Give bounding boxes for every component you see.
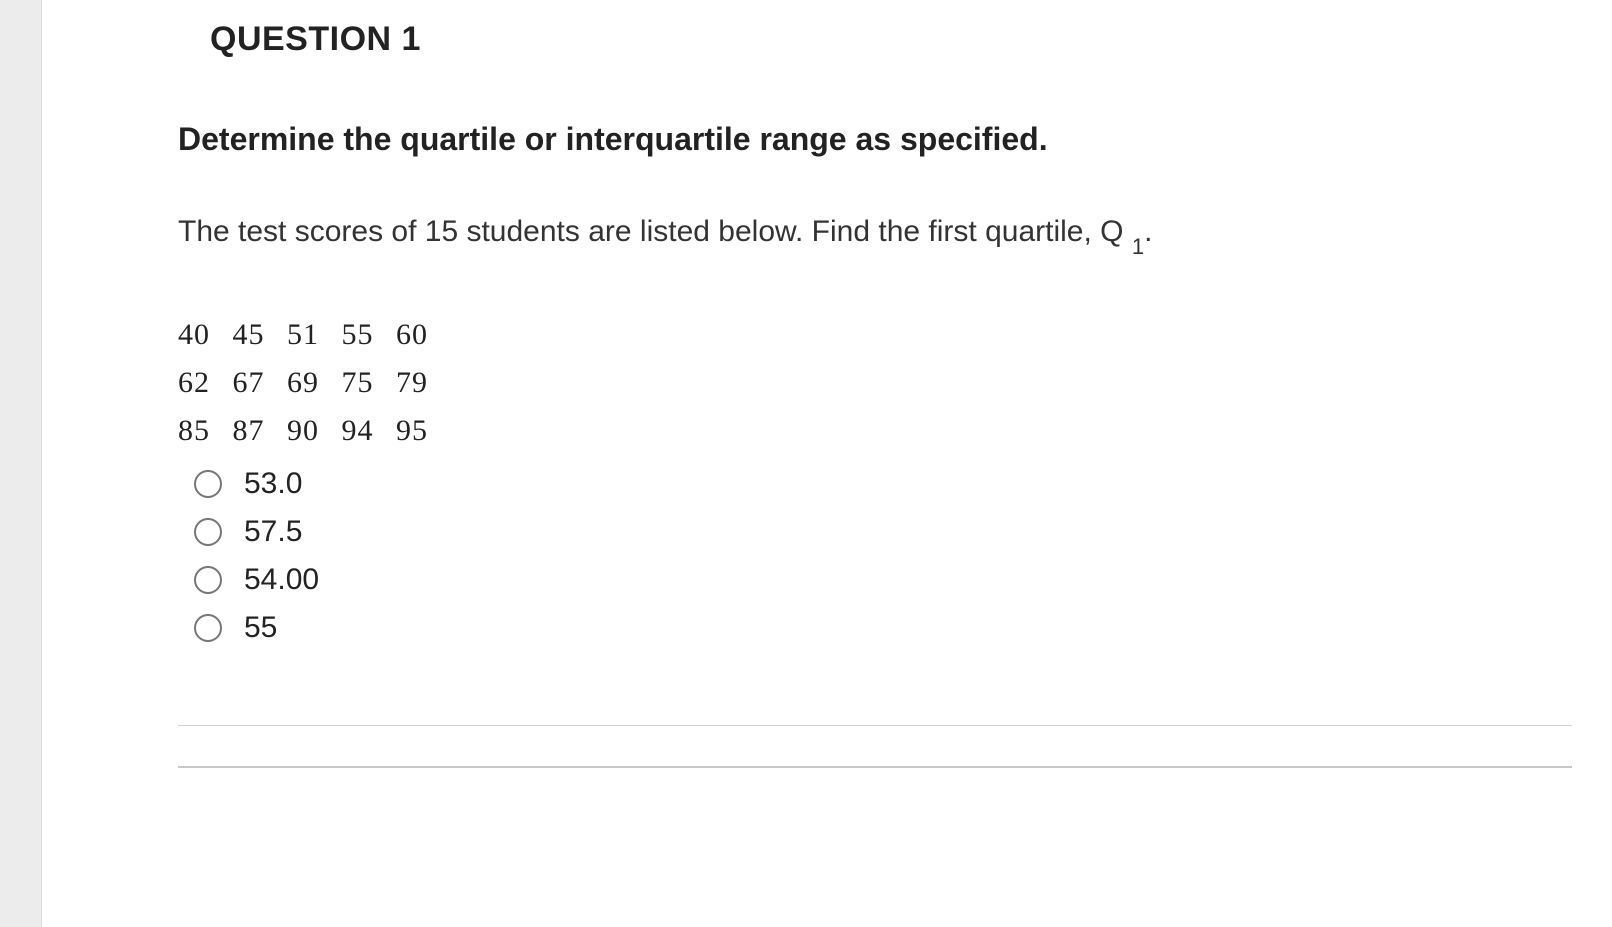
option-row[interactable]: 57.5 — [194, 515, 1572, 549]
data-row: 40 45 51 55 60 — [178, 311, 1572, 359]
radio-button[interactable] — [194, 518, 222, 546]
option-row[interactable]: 55 — [194, 611, 1572, 645]
spacer-column — [42, 0, 90, 927]
option-label: 54.00 — [244, 563, 319, 597]
prompt-prefix: The test scores of 15 students are liste… — [178, 215, 1123, 248]
option-label: 53.0 — [244, 467, 302, 501]
divider — [178, 725, 1572, 726]
left-gutter — [0, 0, 42, 927]
option-row[interactable]: 54.00 — [194, 563, 1572, 597]
question-instruction: Determine the quartile or interquartile … — [178, 119, 1572, 161]
page-wrap: QUESTION 1 Determine the quartile or int… — [0, 0, 1612, 927]
option-label: 55 — [244, 611, 277, 645]
options-group: 53.0 57.5 54.00 55 — [194, 467, 1572, 645]
outer-divider — [178, 766, 1572, 768]
prompt-suffix: . — [1144, 215, 1152, 248]
question-prompt: The test scores of 15 students are liste… — [178, 211, 1572, 257]
radio-button[interactable] — [194, 566, 222, 594]
data-block: 40 45 51 55 60 62 67 69 75 79 85 87 90 9… — [178, 311, 1572, 455]
radio-button[interactable] — [194, 614, 222, 642]
data-row: 85 87 90 94 95 — [178, 407, 1572, 455]
radio-button[interactable] — [194, 470, 222, 498]
option-row[interactable]: 53.0 — [194, 467, 1572, 501]
question-heading: QUESTION 1 — [210, 20, 1572, 59]
option-label: 57.5 — [244, 515, 302, 549]
data-row: 62 67 69 75 79 — [178, 359, 1572, 407]
question-content: QUESTION 1 Determine the quartile or int… — [90, 0, 1612, 927]
prompt-subscript: 1 — [1132, 234, 1144, 259]
